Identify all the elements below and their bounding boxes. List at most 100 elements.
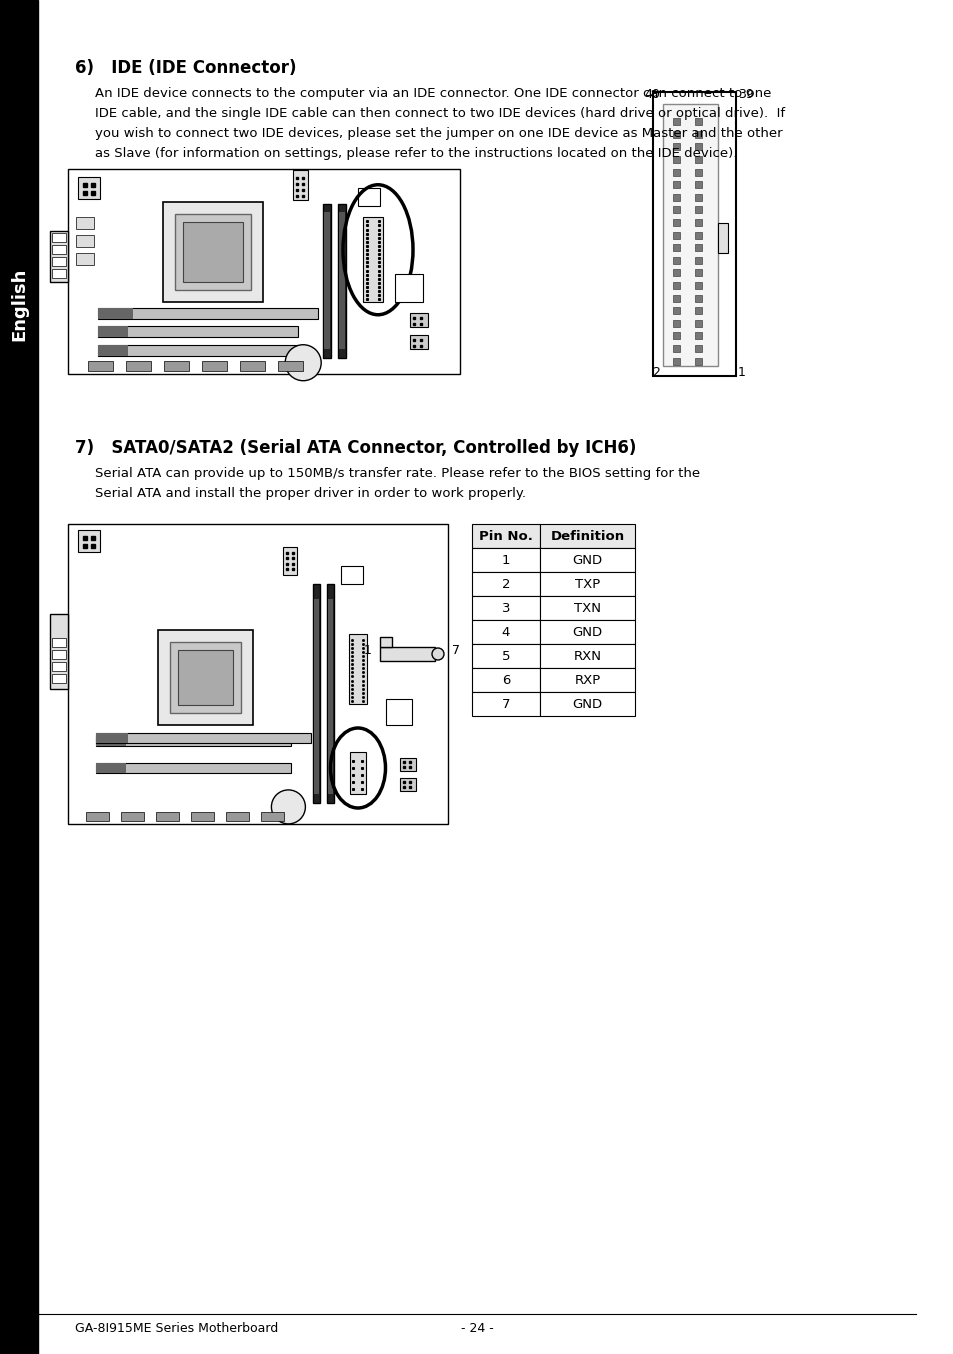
Bar xyxy=(539,668,635,692)
Bar xyxy=(695,219,701,226)
Text: 7: 7 xyxy=(452,645,459,658)
Bar xyxy=(98,307,132,318)
Bar xyxy=(183,222,243,282)
Bar xyxy=(52,233,66,241)
Bar xyxy=(472,692,539,716)
Bar xyxy=(673,232,679,238)
Bar xyxy=(323,204,331,357)
Bar xyxy=(337,204,346,357)
Bar xyxy=(539,692,635,716)
Text: 7: 7 xyxy=(501,697,510,711)
Text: English: English xyxy=(10,267,28,341)
Bar xyxy=(76,236,94,248)
Bar xyxy=(695,144,701,150)
Bar xyxy=(472,668,539,692)
Bar xyxy=(386,699,412,724)
Bar xyxy=(673,168,679,176)
Bar xyxy=(327,584,334,803)
Bar xyxy=(52,268,66,278)
Bar xyxy=(379,647,435,661)
Bar xyxy=(324,213,330,349)
Bar xyxy=(96,764,126,773)
Text: 6)   IDE (IDE Connector): 6) IDE (IDE Connector) xyxy=(75,60,296,77)
Text: 2: 2 xyxy=(652,366,659,379)
Text: TXP: TXP xyxy=(575,578,599,590)
Bar xyxy=(52,257,66,265)
Bar xyxy=(695,206,701,214)
Bar xyxy=(673,156,679,162)
Bar xyxy=(695,194,701,200)
Bar xyxy=(472,620,539,645)
Bar xyxy=(539,596,635,620)
Bar xyxy=(695,269,701,276)
Bar xyxy=(357,188,379,206)
Bar xyxy=(472,596,539,620)
Text: GND: GND xyxy=(572,626,602,639)
Bar xyxy=(673,194,679,200)
Text: 40: 40 xyxy=(643,88,659,100)
Bar xyxy=(350,751,366,793)
Bar xyxy=(240,362,265,371)
Bar xyxy=(395,275,422,302)
Bar xyxy=(338,213,345,349)
Text: 4: 4 xyxy=(501,626,510,639)
Bar xyxy=(718,223,727,253)
Bar xyxy=(673,181,679,188)
Bar xyxy=(98,344,297,356)
Bar xyxy=(695,131,701,138)
Bar xyxy=(98,326,297,337)
Text: 3: 3 xyxy=(501,601,510,615)
Bar xyxy=(88,362,112,371)
Bar xyxy=(340,566,363,584)
Text: TXN: TXN xyxy=(574,601,600,615)
Text: 2: 2 xyxy=(501,578,510,590)
Bar xyxy=(314,598,318,793)
Text: IDE cable, and the single IDE cable can then connect to two IDE devices (hard dr: IDE cable, and the single IDE cable can … xyxy=(95,107,784,121)
Bar xyxy=(673,307,679,314)
Bar xyxy=(226,812,249,821)
Bar xyxy=(695,345,701,352)
Bar xyxy=(126,362,151,371)
Bar xyxy=(673,144,679,150)
Bar xyxy=(410,336,428,349)
Bar xyxy=(86,812,109,821)
Bar xyxy=(98,344,128,356)
Bar xyxy=(673,131,679,138)
Bar xyxy=(52,638,66,647)
Bar xyxy=(261,812,284,821)
Text: 5: 5 xyxy=(501,650,510,662)
Bar xyxy=(652,92,735,376)
Text: GND: GND xyxy=(572,697,602,711)
Bar xyxy=(472,645,539,668)
Bar xyxy=(178,650,233,705)
Text: Pin No.: Pin No. xyxy=(478,529,533,543)
Bar xyxy=(50,613,68,689)
Bar xyxy=(121,812,144,821)
Bar xyxy=(158,630,253,724)
Bar xyxy=(410,313,428,328)
Bar xyxy=(399,779,416,791)
Bar xyxy=(695,357,701,364)
Text: Serial ATA and install the proper driver in order to work properly.: Serial ATA and install the proper driver… xyxy=(95,487,525,500)
Bar xyxy=(76,253,94,265)
Text: as Slave (for information on settings, please refer to the instructions located : as Slave (for information on settings, p… xyxy=(95,148,737,160)
Text: An IDE device connects to the computer via an IDE connector. One IDE connector c: An IDE device connects to the computer v… xyxy=(95,87,771,100)
Bar xyxy=(170,642,241,714)
Text: 1: 1 xyxy=(501,554,510,566)
Bar xyxy=(0,0,38,1354)
Bar xyxy=(96,733,128,743)
Bar xyxy=(202,362,227,371)
Bar xyxy=(695,181,701,188)
Bar xyxy=(695,118,701,125)
Text: RXP: RXP xyxy=(574,673,600,686)
Bar xyxy=(52,674,66,682)
Bar xyxy=(673,219,679,226)
Bar xyxy=(96,737,126,746)
Bar xyxy=(293,169,308,200)
Ellipse shape xyxy=(432,649,443,659)
Bar xyxy=(695,332,701,340)
Bar xyxy=(539,524,635,548)
Bar xyxy=(673,357,679,364)
Bar xyxy=(673,206,679,214)
Text: 39: 39 xyxy=(738,88,753,100)
